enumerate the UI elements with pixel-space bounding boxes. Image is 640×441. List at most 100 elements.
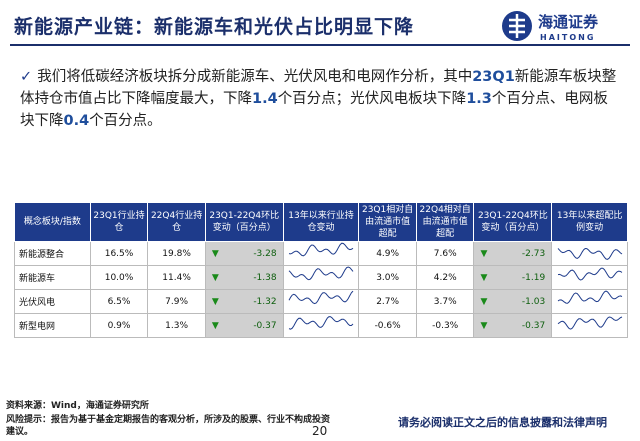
sparkline-path	[557, 247, 622, 260]
bullet-segment: 个百分点；光伏风电板块下降	[277, 91, 467, 107]
down-arrow: ▼	[480, 320, 488, 331]
change-value: -1.38	[253, 272, 277, 283]
source: 资料来源：Wind，海通证券研究所	[6, 401, 149, 411]
bullet-text: ✓ 我们将低碳经济板块拆分成新能源车、光伏风电和电网作分析，其中23Q1新能源车…	[20, 66, 620, 132]
table-row: 新型电网 0.9% 1.3% ▼ -0.37 -0.6% -0.3% ▼ -0.37	[14, 313, 628, 338]
down-arrow: ▼	[480, 272, 488, 283]
title-rule	[10, 44, 630, 46]
change-value: -3.28	[253, 248, 277, 259]
sparkline-cell	[282, 289, 360, 314]
down-arrow: ▼	[480, 296, 488, 307]
column-header: 23Q1-22Q4环比变动（百分点）	[473, 202, 553, 242]
bullet-segment: 23Q1	[472, 69, 515, 85]
table-cell: ▼ -1.03	[473, 289, 553, 314]
bullet-segment: 个百分点。	[89, 113, 162, 129]
sparkline-path	[557, 316, 622, 330]
logo: 海通证券 HAITONG	[502, 11, 599, 42]
table-cell: -0.6%	[358, 313, 417, 338]
table-cell: 2.7%	[358, 289, 417, 314]
table-cell: 16.5%	[89, 241, 149, 266]
check-icon: ✓	[20, 69, 38, 85]
table-cell: 新能源车	[14, 265, 91, 290]
sparkline-path	[288, 290, 354, 305]
sparkline-cell	[551, 265, 628, 290]
sparkline	[288, 290, 354, 305]
down-arrow: ▼	[211, 248, 219, 259]
table-cell: -0.3%	[415, 313, 475, 338]
change-value: -0.37	[253, 320, 277, 331]
table-cell: 3.7%	[415, 289, 475, 314]
sparkline-cell	[282, 241, 360, 266]
bullet-segment: 我们将低碳经济板块拆分成新能源车、光伏风电和电网作分析，其中	[37, 69, 473, 85]
table-cell: 19.8%	[147, 241, 206, 266]
table-row: 新能源车 10.0% 11.4% ▼ -1.38 3.0% 4.2% ▼ -1.19	[14, 265, 628, 290]
sparkline	[557, 247, 622, 260]
logo-cn: 海通证券	[538, 13, 599, 31]
risk-note: 风险提示：报告为基于基金定期报告的客观分析，所涉及的股票、行业不构成投资建议。	[6, 415, 331, 437]
table-cell: 3.0%	[358, 265, 417, 290]
bullet-segment: 1.4	[252, 91, 278, 107]
logo-en: HAITONG	[540, 33, 595, 42]
sparkline	[557, 290, 622, 304]
table-cell: 1.3%	[147, 313, 206, 338]
table-cell: 新能源整合	[14, 241, 91, 266]
logo-symbol	[509, 14, 525, 38]
sparkline-path	[288, 266, 354, 281]
table-cell: 光伏风电	[14, 289, 91, 314]
table-cell: ▼ -0.37	[473, 313, 553, 338]
header-row: 概念板块/指数 23Q1行业持仓 22Q4行业持仓 23Q1-22Q4环比变动（百分点…	[14, 202, 628, 242]
table-cell: ▼ -3.28	[204, 241, 284, 266]
table-cell: ▼ -1.32	[204, 289, 284, 314]
page-number: 20	[312, 424, 328, 438]
sparkline-cell	[551, 289, 628, 314]
sparkline-cell	[282, 265, 360, 290]
table: 概念板块/指数 23Q1行业持仓 22Q4行业持仓 23Q1-22Q4环比变动（百分点…	[14, 202, 628, 338]
table-cell: 4.2%	[415, 265, 475, 290]
column-header: 23Q1相对自由流通市值超配	[358, 202, 417, 242]
down-arrow: ▼	[211, 296, 219, 307]
down-arrow: ▼	[480, 248, 488, 259]
column-header: 13年以来超配比例变动	[551, 202, 628, 242]
table-cell: ▼ -2.73	[473, 241, 553, 266]
column-header: 22Q4行业持仓	[147, 202, 206, 242]
change-value: -1.03	[521, 296, 546, 307]
table-cell: 11.4%	[147, 265, 206, 290]
sparkline-path	[557, 267, 622, 281]
sparkline-cell	[551, 241, 628, 266]
table-cell: 6.5%	[89, 289, 149, 314]
table-row: 光伏风电 6.5% 7.9% ▼ -1.32 2.7% 3.7% ▼ -1.03	[14, 289, 628, 314]
bullet-segment: 新能源车板块整体持仓市值占比下降幅度最大，下降	[20, 69, 617, 107]
sparkline	[557, 267, 622, 281]
table-cell: 0.9%	[89, 313, 149, 338]
sparkline	[288, 266, 354, 281]
table-cell: 10.0%	[89, 265, 149, 290]
table-cell: 7.9%	[147, 289, 206, 314]
sparkline-path	[557, 290, 622, 304]
bullet-segment: 1.3	[466, 91, 492, 107]
sparkline	[288, 316, 354, 330]
table-cell: 新型电网	[14, 313, 91, 338]
column-header: 13年以来行业持仓变动	[282, 202, 360, 242]
change-value: -1.19	[521, 272, 546, 283]
table-cell: ▼ -1.19	[473, 265, 553, 290]
column-header: 23Q1行业持仓	[89, 202, 149, 242]
table-row: 新能源整合 16.5% 19.8% ▼ -3.28 4.9% 7.6% ▼ -2.73	[14, 241, 628, 266]
change-value: -1.32	[253, 296, 277, 307]
sparkline-path	[288, 242, 354, 257]
table-cell: 7.6%	[415, 241, 475, 266]
table-cell: ▼ -1.38	[204, 265, 284, 290]
title: 新能源产业链：新能源车和光伏占比明显下降	[14, 16, 415, 38]
sparkline	[288, 242, 354, 257]
change-value: -2.73	[521, 248, 546, 259]
sparkline-cell	[282, 313, 360, 338]
column-header: 23Q1-22Q4环比变动（百分点）	[204, 202, 284, 242]
table-cell: ▼ -0.37	[204, 313, 284, 338]
column-header: 22Q4相对自由流通市值超配	[415, 202, 475, 242]
sparkline-path	[288, 316, 354, 330]
table-cell: 4.9%	[358, 241, 417, 266]
down-arrow: ▼	[211, 272, 219, 283]
change-value: -0.37	[521, 320, 546, 331]
bullet-segment: 0.4	[63, 113, 90, 129]
bullet-segment: 个百分点、电网板块下降	[20, 91, 608, 129]
